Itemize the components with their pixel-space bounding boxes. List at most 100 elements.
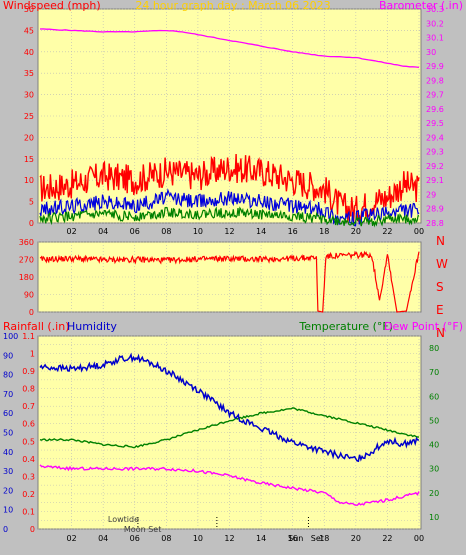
rainfall-tick: 0 <box>30 525 35 534</box>
barometer-tick: 29.4 <box>426 133 444 142</box>
time-tick: 14 <box>256 534 266 543</box>
barometer-ticks: 28.8 28.9 29 29.1 29.2 29.3 29.4 29.5 29.6 29.7 29… <box>426 5 444 228</box>
wind-gust-line <box>39 153 420 223</box>
temperature-tick: 70 <box>429 368 439 377</box>
temperature-tick: 60 <box>429 392 439 401</box>
direction-tick: 270 <box>19 256 34 265</box>
time-tick: 10 <box>193 534 203 543</box>
direction-tick: 360 <box>19 238 34 247</box>
barometer-tick: 28.8 <box>426 219 444 228</box>
time-tick: 12 <box>224 534 234 543</box>
time-tick: 00 <box>414 227 424 236</box>
humidity-axis-label: Humidity <box>67 320 117 333</box>
windspeed-tick: 0 <box>29 219 34 228</box>
temperature-axis-label: Temperature (°F) <box>298 320 393 333</box>
wind-low-line <box>39 206 419 228</box>
barometer-tick: 30.2 <box>426 19 444 28</box>
temperature-tick: 20 <box>429 489 439 498</box>
time-tick: 14 <box>256 227 266 236</box>
compass-n-label: N <box>436 326 445 340</box>
windspeed-tick: 25 <box>24 112 34 121</box>
temperature-ticks: 10 20 30 40 50 60 70 80 <box>429 344 439 522</box>
humidity-tick: 60 <box>3 409 13 418</box>
compass-s-label: S <box>436 280 444 294</box>
temp-grid <box>38 335 421 530</box>
barometer-tick: 29.9 <box>426 62 444 71</box>
wind-series <box>39 28 420 228</box>
wind-direction-line <box>39 250 420 313</box>
direction-tick: 90 <box>24 291 34 300</box>
time-tick: 06 <box>130 227 140 236</box>
windspeed-tick: 30 <box>24 91 34 100</box>
compass-n-label: N <box>436 234 445 248</box>
rainfall-tick: 0.8 <box>22 385 35 394</box>
barometer-line <box>39 28 420 69</box>
time-tick: 02 <box>66 227 76 236</box>
time-tick: 18 <box>319 227 329 236</box>
temp-time-ticks: 02 04 06 08 10 12 14 16 18 20 22 00 <box>66 534 424 543</box>
time-tick: 12 <box>224 227 234 236</box>
barometer-tick: 30.1 <box>426 34 444 43</box>
barometer-axis-label: Barometer (.in) <box>379 0 463 12</box>
windspeed-tick: 15 <box>24 155 34 164</box>
direction-ticks: 0 90 180 270 360 <box>19 238 34 317</box>
time-tick: 20 <box>351 227 361 236</box>
direction-tick: 0 <box>29 308 34 317</box>
barometer-tick: 29.8 <box>426 76 444 85</box>
temperature-tick: 30 <box>429 465 439 474</box>
humidity-tick: 10 <box>3 506 13 515</box>
humidity-tick: 80 <box>3 371 13 380</box>
time-tick: 16 <box>288 227 298 236</box>
humidity-tick: 0 <box>3 525 8 534</box>
rainfall-tick: 0.3 <box>22 472 35 481</box>
humidity-tick: 40 <box>3 448 13 457</box>
windspeed-tick: 5 <box>29 198 34 207</box>
rainfall-tick: 1.1 <box>22 332 35 341</box>
rainfall-axis-label: Rainfall (.in) <box>3 320 70 333</box>
time-tick: 04 <box>98 227 108 236</box>
humidity-line <box>39 352 420 463</box>
barometer-tick: 29.6 <box>426 105 444 114</box>
time-tick: 22 <box>382 534 392 543</box>
windspeed-tick: 10 <box>24 176 34 185</box>
rainfall-tick: 1 <box>30 350 35 359</box>
lowtide-label: Lowtide <box>108 515 139 524</box>
humidity-tick: 20 <box>3 486 13 495</box>
time-tick: 18 <box>319 534 329 543</box>
humidity-tick: 50 <box>3 429 13 438</box>
windspeed-ticks: 0 5 10 15 20 25 30 35 40 45 50 <box>24 5 34 228</box>
temperature-tick: 80 <box>429 344 439 353</box>
time-tick: 02 <box>66 534 76 543</box>
temperature-tick: 10 <box>429 513 439 522</box>
set-label: Set <box>311 534 324 543</box>
windspeed-tick: 45 <box>24 26 34 35</box>
time-tick: 20 <box>351 534 361 543</box>
rainfall-tick: 0.4 <box>22 455 35 464</box>
chart-title: 24 hour graph day : March 06 2023 <box>135 0 330 12</box>
temperature-tick: 40 <box>429 441 439 450</box>
temp-series <box>39 352 420 506</box>
barometer-tick: 29.1 <box>426 176 444 185</box>
barometer-tick: 29.2 <box>426 162 444 171</box>
temperature-line <box>39 407 420 449</box>
rainfall-ticks: 0 0.1 0.2 0.3 0.4 0.5 0.6 0.7 0.8 0.9 1 1.1 <box>22 332 35 534</box>
dewpoint-line <box>39 464 420 506</box>
barometer-tick: 29.3 <box>426 148 444 157</box>
rainfall-tick: 0.9 <box>22 367 35 376</box>
humidity-ticks: 0 10 20 30 40 50 60 70 80 90 100 <box>3 332 18 534</box>
direction-tick: 180 <box>19 273 34 282</box>
time-tick: 10 <box>193 227 203 236</box>
compass-e-label: E <box>436 303 444 317</box>
rainfall-tick: 0.2 <box>22 490 35 499</box>
time-tick: 16 <box>288 534 298 543</box>
direction-series <box>39 250 420 313</box>
temperature-tick: 50 <box>429 416 439 425</box>
barometer-tick: 29.7 <box>426 91 444 100</box>
time-tick: 22 <box>382 227 392 236</box>
wind-time-ticks: 02 04 06 08 10 12 14 16 18 20 22 00 <box>66 227 424 236</box>
